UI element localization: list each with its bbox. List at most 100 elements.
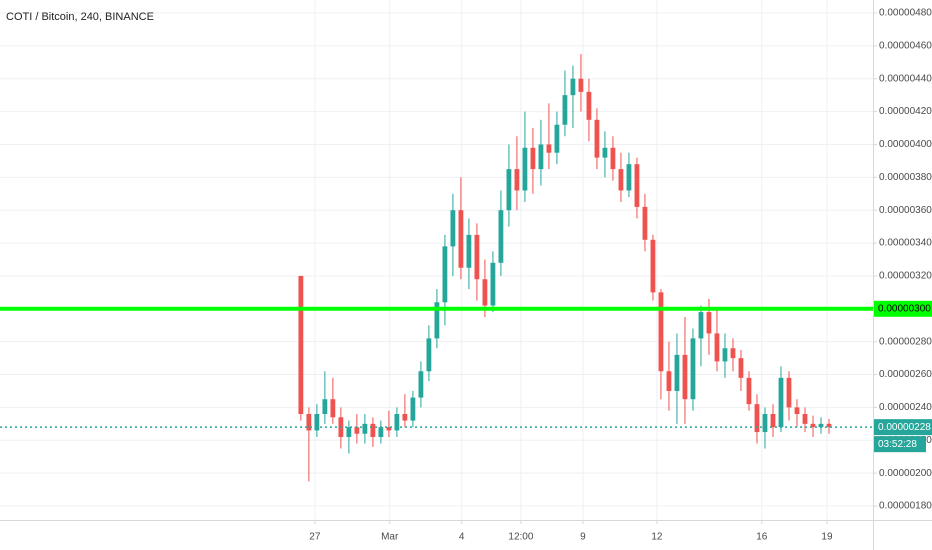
candle-body [714, 333, 720, 362]
candle-body [650, 239, 656, 293]
candle-body [698, 312, 704, 339]
candle-body [642, 206, 648, 240]
y-tick-label: 0.00000340 [879, 238, 932, 249]
candle-body [818, 423, 824, 428]
x-tick-label: 9 [580, 532, 586, 543]
candle-body [786, 377, 792, 408]
candle-body [522, 147, 528, 191]
candle-body [602, 147, 608, 158]
candle-body [634, 164, 640, 207]
candle-body [506, 169, 512, 211]
candle-body [722, 348, 728, 362]
candle-body [498, 210, 504, 263]
candle-body [458, 210, 464, 268]
y-tick-label: 0.00000380 [879, 172, 932, 183]
candle-body [450, 210, 456, 247]
x-tick-label: 12 [651, 532, 663, 543]
countdown: 03:52:28 [878, 439, 917, 450]
candle-body [442, 246, 448, 303]
candle-body [354, 427, 360, 434]
candle-body [794, 407, 800, 414]
candle-body [562, 95, 568, 125]
candle-body [674, 354, 680, 391]
y-tick-label: 0.00000280 [879, 336, 932, 347]
candle-body [474, 234, 480, 280]
candle-body [770, 413, 776, 428]
x-tick-label: 27 [309, 532, 321, 543]
y-tick-label: 0.00000440 [879, 73, 932, 84]
candle-body [706, 312, 712, 334]
candle-body [490, 262, 496, 306]
x-tick-label: Mar [381, 532, 399, 543]
candle-body [386, 427, 392, 431]
candle-body [482, 279, 488, 306]
y-tick-label: 0.00000200 [879, 468, 932, 479]
level-label-box [874, 419, 932, 436]
candle-body [298, 275, 304, 414]
chart-title: COTI / Bitcoin, 240, BINANCE [6, 11, 154, 23]
candle-body [730, 348, 736, 359]
y-tick-label: 0.00000480 [879, 8, 932, 19]
axes: 0.000001800.000002000.000002200.00000240… [309, 8, 932, 543]
candle-body [418, 371, 424, 398]
candle-body [530, 147, 536, 170]
x-tick-label: 19 [821, 532, 833, 543]
candle-body [306, 413, 312, 431]
candle-body [626, 164, 632, 191]
candle-body [570, 78, 576, 96]
candle-body [658, 292, 664, 372]
candle-body [778, 377, 784, 428]
candle-body [578, 78, 584, 92]
candle-body [618, 169, 624, 191]
y-tick-label: 0.00000180 [879, 501, 932, 512]
candle-body [802, 413, 808, 424]
y-tick-label: 0.00000360 [879, 205, 932, 216]
levels [0, 306, 873, 428]
candle-body [426, 338, 432, 372]
candle-body [746, 377, 752, 405]
candle-body [594, 119, 600, 158]
level-label: 0.00000300 [878, 303, 931, 314]
y-tick-label: 0.00000260 [879, 369, 932, 380]
candle-body [762, 413, 768, 433]
candle-body [610, 147, 616, 170]
candle-body [314, 413, 320, 431]
y-tick-label: 0.00000420 [879, 106, 932, 117]
candle-body [538, 144, 544, 170]
candle-body [370, 423, 376, 438]
y-tick-label: 0.00000240 [879, 402, 932, 413]
candle-body [738, 358, 744, 378]
y-tick-label: 0.00000320 [879, 271, 932, 282]
candle-body [514, 169, 520, 191]
candle-body [346, 427, 352, 438]
level-label-box [874, 300, 932, 317]
candle-body [682, 354, 688, 400]
candle-body [402, 413, 408, 421]
candle-body [826, 423, 832, 428]
candle-body [546, 144, 552, 153]
x-tick-label: 4 [459, 532, 465, 543]
x-tick-label: 12:00 [508, 532, 533, 543]
candle-body [690, 338, 696, 400]
candle-body [378, 427, 384, 438]
level-label: 0.00000228 [878, 422, 931, 433]
candle-body [362, 423, 368, 434]
candle-body [586, 91, 592, 120]
candle-body [810, 423, 816, 428]
x-tick-label: 16 [756, 532, 768, 543]
candle-body [754, 404, 760, 433]
candle-body [466, 234, 472, 268]
y-tick-label: 0.00000460 [879, 40, 932, 51]
candle-body [410, 397, 416, 421]
candles [298, 54, 832, 482]
y-tick-label: 0.00000400 [879, 139, 932, 150]
candle-body [434, 302, 440, 339]
candle-body [330, 399, 336, 418]
candle-body [666, 371, 672, 391]
countdown-box [874, 436, 926, 453]
candle-body [554, 124, 560, 153]
grid [0, 0, 873, 520]
candle-body [322, 399, 328, 414]
